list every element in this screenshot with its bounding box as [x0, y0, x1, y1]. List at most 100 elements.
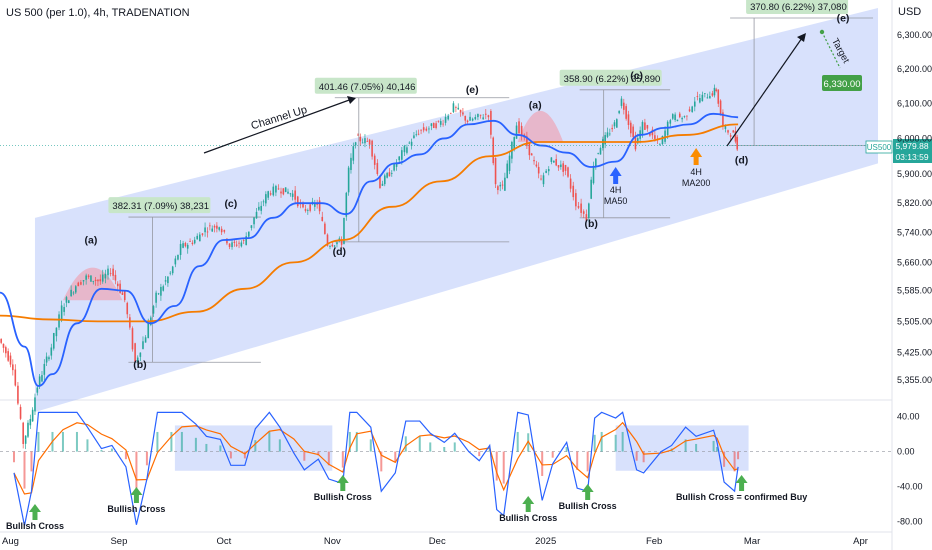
candle-body [296, 196, 299, 207]
candle-body [12, 364, 14, 371]
wave-label-6: (a) [529, 100, 542, 112]
bullish-cross-label-2: Bullish Cross [107, 504, 165, 514]
candle-body [386, 173, 388, 178]
chart-title: US 500 (per 1.0), 4h, TRADENATION [6, 7, 190, 19]
candle-body [487, 115, 490, 118]
candle-body [632, 126, 634, 137]
candle-body [265, 194, 267, 204]
candle-body [321, 216, 324, 222]
candle-body [585, 214, 588, 221]
candle-body [364, 138, 366, 144]
candle-body [318, 200, 321, 212]
candle-body [255, 211, 258, 219]
candle-body [209, 225, 211, 227]
candle-body [557, 165, 560, 168]
osc-histogram-bar [30, 451, 33, 472]
candle-body [661, 135, 664, 145]
osc-histogram-bar [75, 431, 78, 452]
candle-body [699, 98, 701, 103]
y-tick-1: 6,300.00 [897, 30, 932, 40]
candle-body [533, 160, 535, 162]
candle-body [659, 144, 661, 146]
candle-body [41, 375, 43, 382]
candle-body [72, 292, 75, 294]
candle-body [604, 135, 606, 145]
candle-body [196, 235, 199, 240]
candle-body [14, 369, 17, 386]
candle-body [228, 243, 231, 247]
candle-body [466, 120, 469, 122]
candle-body [701, 94, 704, 102]
osc-histogram-bar [404, 436, 407, 452]
currency-label: USD [898, 6, 921, 18]
target-dot [819, 29, 825, 35]
candle-body [553, 160, 555, 163]
candle-body [112, 268, 114, 276]
candle-body [218, 227, 221, 230]
candle-body [580, 203, 582, 213]
candle-body [479, 114, 482, 116]
candle-body [562, 163, 564, 172]
candle-body [262, 201, 265, 203]
candle-body [231, 242, 233, 248]
candle-body [366, 141, 369, 142]
candle-body [123, 291, 126, 301]
candle-body [314, 202, 316, 207]
candle-body [599, 147, 602, 155]
ma200-arrow-icon [690, 148, 703, 165]
signal-line [13, 421, 739, 495]
osc-histogram-bar [355, 431, 358, 452]
candle-body [169, 272, 172, 274]
osc-histogram-bar [600, 431, 603, 452]
candle-body [425, 128, 428, 131]
candle-body [247, 231, 250, 237]
candle-body [646, 125, 649, 129]
osc-histogram-bar [254, 440, 257, 452]
candle-body [669, 120, 672, 124]
candle-body [681, 117, 683, 120]
candle-body [688, 109, 691, 112]
candle-body [63, 306, 65, 312]
candle-body [307, 210, 309, 211]
candle-body [724, 126, 727, 129]
candle-body [530, 153, 533, 156]
candle-body [408, 142, 411, 144]
candle-body [452, 103, 455, 113]
bullish-cross-arrow-5 [581, 484, 594, 500]
x-tick-2: Sep [110, 536, 127, 547]
candle-body [484, 113, 487, 115]
candle-body [545, 170, 547, 173]
candle-body [338, 238, 341, 240]
candle-body [542, 175, 545, 185]
osc-histogram-bar [145, 451, 148, 466]
osc-histogram-bar [12, 451, 15, 463]
candle-body [347, 167, 350, 193]
candle-body [575, 193, 577, 207]
measure-box-3 [559, 69, 662, 86]
candle-body [116, 283, 119, 287]
candle-body [114, 274, 117, 281]
y-tick-2: 6,200.00 [897, 64, 932, 74]
osc-histogram-bar [194, 437, 197, 452]
osc-histogram-bar [124, 451, 127, 460]
candle-body [637, 138, 639, 144]
candle-body [469, 116, 471, 121]
candle-body [38, 376, 41, 387]
candle-body [272, 186, 275, 196]
candle-body [267, 191, 269, 198]
candle-body [87, 275, 90, 277]
candle-body [373, 155, 376, 165]
symbol-tag-box [865, 140, 893, 154]
candle-body [567, 167, 569, 177]
wave-label-8: (c) [630, 70, 643, 82]
candle-body [99, 279, 102, 282]
wave-label-4: (d) [333, 246, 346, 258]
candle-body [550, 157, 553, 162]
candle-body [216, 225, 218, 229]
osc-histogram-bar [303, 451, 306, 461]
candle-body [131, 328, 134, 350]
candle-body [5, 347, 7, 354]
candle-body [564, 164, 567, 171]
osc-histogram-bar [565, 446, 568, 452]
